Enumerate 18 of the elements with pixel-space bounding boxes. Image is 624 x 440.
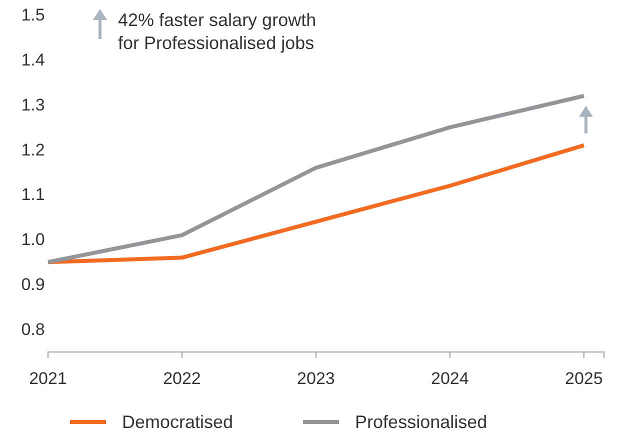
y-tick-label: 1.0: [21, 230, 45, 250]
y-tick-label: 1.2: [21, 140, 45, 160]
x-tick-label: 2023: [297, 369, 335, 388]
line-series: [46, 143, 586, 264]
y-tick-label: 1.5: [21, 5, 45, 24]
x-tick-label: 2025: [564, 369, 603, 388]
y-tick-label: 0.8: [21, 320, 45, 339]
legend-label: Professionalised: [355, 412, 488, 432]
y-tick-label: 1.3: [21, 95, 45, 114]
y-tick-label: 1.1: [21, 185, 45, 204]
line-series: [46, 94, 586, 264]
y-tick-label: 1.4: [21, 50, 45, 70]
x-tick-label: 2022: [163, 369, 201, 388]
legend-label: Democratised: [122, 412, 234, 432]
x-tick-label: 2024: [431, 369, 469, 388]
y-tick-label: 0.9: [21, 275, 45, 294]
annotation: 42% faster salary growth for Professionalised jobs: [118, 10, 316, 53]
x-tick-label: 2021: [29, 369, 67, 388]
